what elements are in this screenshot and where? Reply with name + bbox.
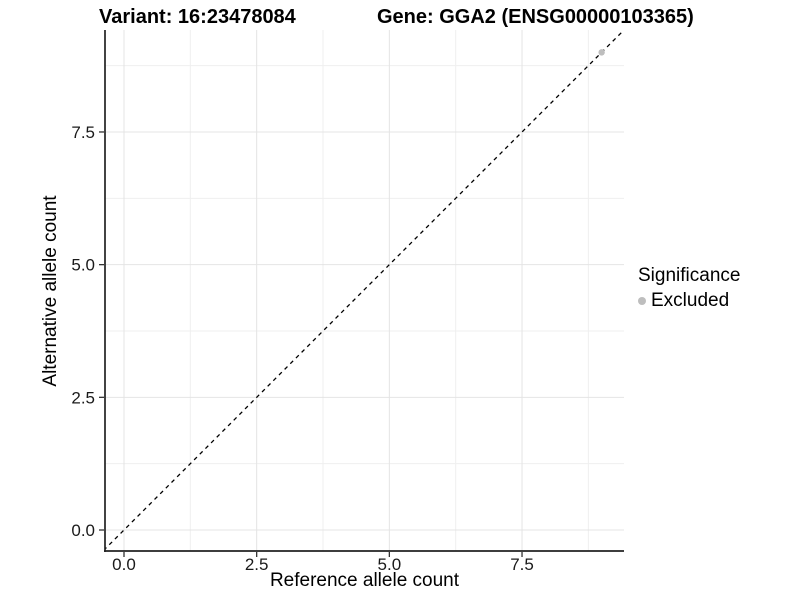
y-tick-label: 0.0 <box>71 521 95 540</box>
legend-entry-excluded: Excluded <box>638 290 740 312</box>
x-axis-title: Reference allele count <box>269 570 460 591</box>
legend-marker-circle-icon <box>638 297 646 305</box>
plot-title-gene: Gene: GGA2 (ENSG00000103365) <box>377 6 694 28</box>
data-point-excluded <box>598 49 605 56</box>
plot-title-variant: Variant: 16:23478084 <box>99 6 296 28</box>
y-tick-label: 7.5 <box>71 123 95 142</box>
y-tick-label: 2.5 <box>71 388 95 407</box>
x-tick-label: 2.5 <box>245 555 269 574</box>
x-tick-label: 5.0 <box>378 555 402 574</box>
legend-title: Significance <box>638 265 741 286</box>
legend: Significance Excluded <box>638 265 740 312</box>
x-tick-label: 0.0 <box>112 555 136 574</box>
y-tick-label: 5.0 <box>71 256 95 275</box>
x-tick-label: 7.5 <box>510 555 534 574</box>
legend-entry-label: Excluded <box>651 290 730 311</box>
identity-reference-line <box>105 30 624 550</box>
